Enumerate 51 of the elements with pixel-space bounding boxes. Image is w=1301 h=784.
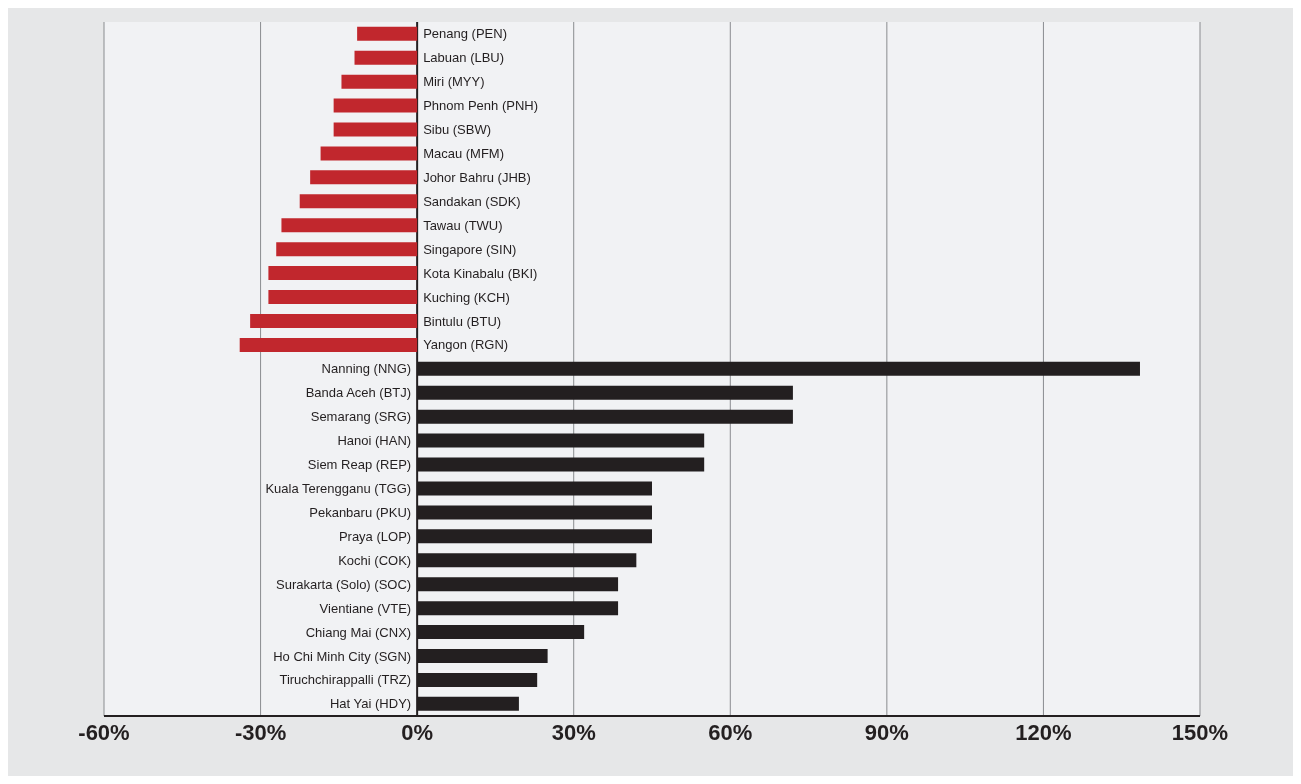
bar [268,266,418,281]
y-tick-label: Banda Aceh (BTJ) [305,385,412,401]
bar [341,74,418,89]
x-tick-label: 0% [401,719,434,745]
y-tick-label: Nanning (NNG) [321,361,412,377]
x-tick-label: 60% [708,719,753,745]
y-tick-label: Penang (PEN) [423,26,507,42]
y-tick-label: Tiruchchirappalli (TRZ) [279,672,412,688]
y-tick-label: Bintulu (BTU) [423,313,502,329]
y-tick-label: Phnom Penh (PNH) [423,98,539,114]
y-tick-label: Kuala Terengganu (TGG) [265,481,412,497]
bar [333,98,418,113]
x-tick-label: 30% [551,719,596,745]
y-tick-label: Ho Chi Minh City (SGN) [273,648,412,664]
x-tick-label: -30% [234,719,287,745]
bar [276,242,418,257]
y-tick-label: Pekanbaru (PKU) [309,504,412,520]
y-tick-label: Hanoi (HAN) [337,433,412,449]
bar [268,290,418,305]
y-tick-label: Sandakan (SDK) [423,193,521,209]
y-tick-label: Kota Kinabalu (BKI) [423,265,538,281]
x-tick-label: -60% [78,719,130,745]
x-tick-label: 120% [1015,719,1072,745]
y-tick-label: Kuching (KCH) [423,289,510,305]
bar [354,50,418,65]
y-tick-label: Miri (MYY) [423,74,485,90]
y-tick-label: Chiang Mai (CNX) [305,624,412,640]
y-tick-label: Johor Bahru (JHB) [423,169,531,185]
bar [310,170,418,185]
y-tick-label: Macau (MFM) [423,145,505,161]
bar [333,122,418,137]
x-tick-label: 90% [864,719,909,745]
x-tick-label: 150% [1171,719,1229,745]
bar [357,26,418,41]
y-tick-label: Hat Yai (HDY) [329,696,412,712]
y-tick-label: Praya (LOP) [338,528,412,544]
y-tick-label: Sibu (SBW) [423,122,492,138]
y-tick-label: Singapore (SIN) [423,241,517,257]
y-tick-label: Kochi (COK) [338,552,412,568]
bar [239,337,418,352]
bar [250,313,418,328]
bar [299,194,418,209]
y-tick-label: Vientiane (VTE) [319,600,412,616]
y-tick-label: Labuan (LBU) [423,50,505,66]
bar [320,146,418,161]
y-tick-label: Semarang (SRG) [310,409,412,425]
y-tick-label: Tawau (TWU) [423,217,503,233]
bar [281,218,418,233]
y-tick-label: Yangon (RGN) [423,337,509,353]
y-tick-label: Surakarta (Solo) (SOC) [276,576,412,592]
y-tick-label: Siem Reap (REP) [307,457,412,473]
